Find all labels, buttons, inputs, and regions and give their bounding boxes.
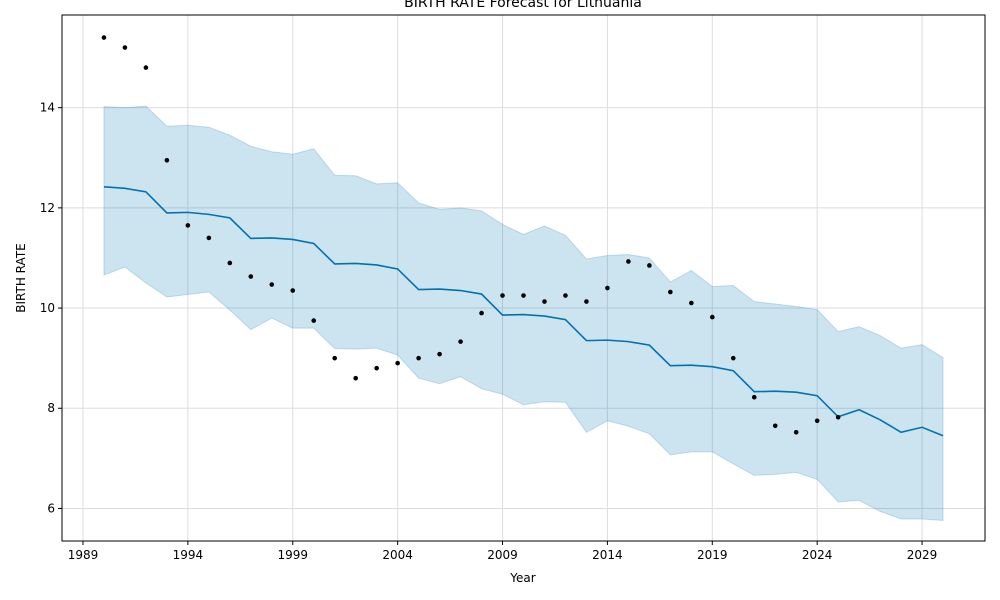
actual-point <box>605 285 610 291</box>
actual-point <box>835 414 841 420</box>
actual-point <box>772 423 778 429</box>
actual-point <box>521 293 526 298</box>
actual-point <box>710 314 715 320</box>
x-tick-label: 1989 <box>68 548 99 562</box>
x-tick-label: 1999 <box>277 548 308 562</box>
actual-point <box>269 282 275 287</box>
x-tick-label: 2029 <box>907 548 938 562</box>
actual-point <box>395 360 400 366</box>
actual-point <box>332 355 338 361</box>
y-axis-label: BIRTH RATE <box>14 243 28 312</box>
actual-point <box>458 339 463 344</box>
actual-point <box>437 351 442 357</box>
actual-point <box>416 355 421 361</box>
actual-point <box>101 35 107 40</box>
x-tick-label: 2019 <box>697 548 728 562</box>
actual-point <box>353 375 358 381</box>
y-tick-label: 10 <box>40 301 55 315</box>
actual-point <box>206 235 212 241</box>
actual-point <box>143 65 149 70</box>
x-tick-label: 2009 <box>487 548 518 562</box>
actual-point <box>751 394 757 400</box>
grid <box>62 15 985 541</box>
actual-point <box>668 289 673 295</box>
forecast-line-group <box>103 186 944 437</box>
actual-point <box>793 429 799 435</box>
actual-point <box>374 365 379 371</box>
actual-point <box>689 300 694 306</box>
axis-ticks: 1989 1994 1999 2004 2009 2014 2019 2024 2029 6 8 10… <box>40 101 938 562</box>
actual-point <box>164 157 170 163</box>
plot-frame <box>61 14 986 542</box>
x-tick-label: 2014 <box>592 548 623 562</box>
actual-point <box>311 318 317 323</box>
x-axis-label: Year <box>509 571 535 585</box>
x-tick-label: 2024 <box>802 548 833 562</box>
y-tick-label: 6 <box>47 501 55 515</box>
actual-point <box>227 260 233 266</box>
actual-point <box>647 263 652 268</box>
forecast-line <box>103 186 944 437</box>
chart-title: BIRTH RATE Forecast for Lithuania <box>404 0 642 11</box>
actual-point <box>122 45 128 50</box>
actual-point <box>730 355 736 361</box>
actual-point <box>584 299 589 304</box>
actual-point <box>542 299 547 304</box>
actual-points <box>101 35 841 435</box>
y-tick-label: 14 <box>40 101 55 115</box>
y-tick-label: 12 <box>40 201 55 215</box>
actual-point <box>290 288 296 293</box>
actual-point <box>185 223 191 228</box>
x-tick-label: 1994 <box>173 548 204 562</box>
actual-point <box>500 293 505 298</box>
uncertainty-interval <box>103 105 944 521</box>
x-tick-label: 2004 <box>382 548 413 562</box>
actual-point <box>479 310 484 316</box>
actual-point <box>563 293 568 298</box>
actual-point <box>814 418 820 424</box>
actual-point <box>248 274 254 279</box>
confidence-band <box>103 105 944 521</box>
y-tick-label: 8 <box>47 401 55 415</box>
actual-point <box>626 259 631 264</box>
